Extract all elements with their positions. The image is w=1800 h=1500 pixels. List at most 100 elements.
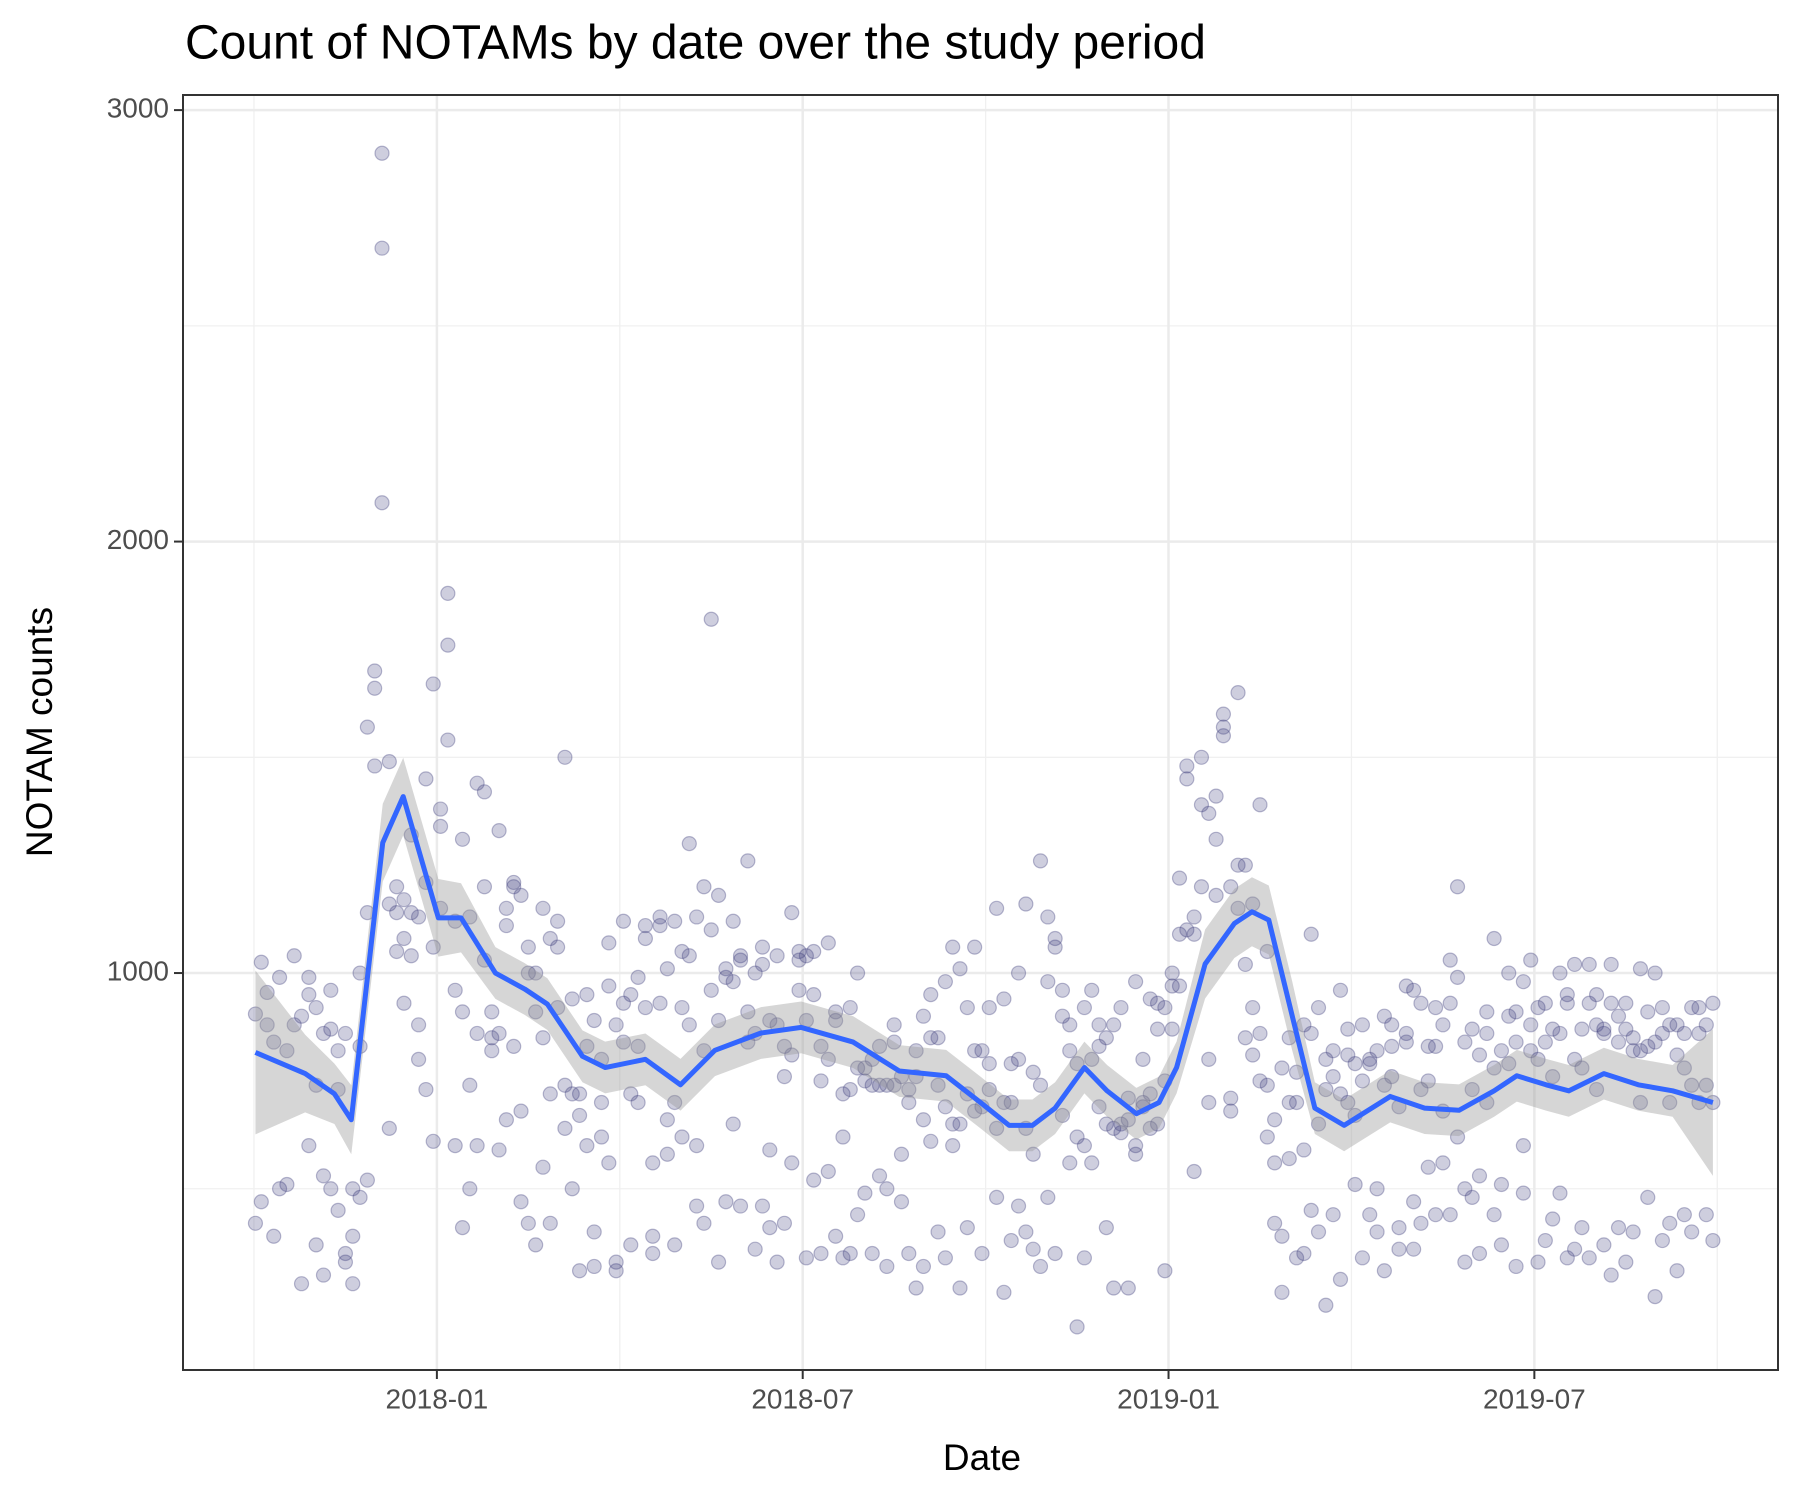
data-point [469, 1025, 485, 1042]
data-point [389, 905, 405, 921]
data-point [389, 879, 405, 895]
chart-title: Count of NOTAMs by date over the study p… [185, 17, 1206, 70]
data-point [901, 1245, 917, 1262]
data-point [1069, 1319, 1085, 1335]
data-point [1647, 1034, 1663, 1050]
data-point [988, 1120, 1005, 1136]
data-point [396, 995, 412, 1011]
data-point [247, 1215, 264, 1231]
data-point [608, 1263, 624, 1279]
data-point [498, 900, 514, 916]
data-point [615, 913, 632, 929]
data-point [454, 831, 471, 847]
data-point [1654, 1232, 1670, 1249]
data-point [1091, 1038, 1107, 1054]
data-point [1193, 797, 1210, 813]
data-point [266, 1228, 282, 1244]
data-point [915, 1008, 932, 1024]
data-point [1384, 1038, 1400, 1054]
data-point [1501, 965, 1517, 981]
data-point [710, 1012, 727, 1029]
data-point [345, 1228, 361, 1244]
data-point [1640, 1004, 1656, 1020]
data-point [579, 987, 595, 1003]
data-point [879, 1077, 895, 1093]
data-point [732, 1198, 749, 1214]
data-point [381, 896, 397, 912]
data-point [1362, 1051, 1378, 1067]
data-point [1186, 1163, 1202, 1180]
data-point [550, 913, 566, 929]
data-point [1332, 1086, 1349, 1102]
data-point [996, 1094, 1012, 1111]
data-point [1347, 1056, 1363, 1072]
data-point [1223, 1090, 1239, 1106]
data-point [403, 905, 419, 921]
data-point [674, 999, 690, 1016]
data-point [791, 943, 807, 960]
data-point [806, 987, 822, 1003]
data-point [1574, 1220, 1590, 1236]
data-point [528, 1237, 544, 1253]
data-point [323, 1021, 339, 1037]
data-point [1420, 1159, 1436, 1175]
data-point [1610, 1220, 1627, 1236]
data-point [1128, 1138, 1144, 1154]
data-point [1142, 991, 1158, 1007]
data-point [1296, 1142, 1312, 1158]
data-point [784, 905, 800, 921]
data-point [1208, 887, 1224, 903]
data-point [1215, 728, 1232, 744]
data-point [1676, 1025, 1692, 1042]
data-point [857, 1073, 873, 1089]
data-point [1230, 900, 1246, 916]
data-point [710, 887, 727, 903]
data-point [1149, 995, 1166, 1011]
data-point [484, 1004, 500, 1020]
data-point [1486, 1060, 1502, 1076]
data-point [842, 1081, 858, 1098]
data-point [330, 1043, 346, 1059]
data-point [528, 1004, 544, 1020]
data-point [476, 879, 493, 895]
data-point [293, 1276, 310, 1292]
data-point [367, 680, 383, 696]
data-point [959, 999, 975, 1016]
data-point [1603, 956, 1619, 973]
data-point [930, 1030, 946, 1046]
data-point [1025, 1241, 1041, 1257]
data-point [1442, 995, 1458, 1011]
data-point [440, 732, 456, 748]
data-point [396, 930, 412, 947]
data-point [1018, 1224, 1034, 1240]
data-point [542, 1215, 558, 1231]
data-point [1559, 1250, 1575, 1266]
data-point [1479, 1025, 1495, 1042]
data-point [1149, 1021, 1166, 1037]
data-point [747, 965, 763, 981]
data-point [1047, 930, 1063, 947]
data-point [1310, 999, 1327, 1016]
data-point [623, 1237, 639, 1253]
data-point [1332, 1271, 1349, 1287]
data-point [1113, 1116, 1129, 1132]
data-point [1098, 1030, 1114, 1046]
data-point [1340, 1094, 1356, 1111]
data-point [703, 922, 719, 938]
data-point [1523, 952, 1539, 968]
data-point [1398, 978, 1414, 994]
data-point [849, 1207, 866, 1223]
data-point [1281, 1150, 1297, 1167]
data-point [593, 1129, 610, 1145]
data-point [1508, 1034, 1524, 1050]
data-point [981, 1056, 997, 1072]
data-point [1618, 1254, 1634, 1270]
data-point [1091, 1017, 1107, 1033]
data-point [454, 1004, 471, 1020]
data-point [381, 1120, 397, 1136]
data-point [1179, 771, 1195, 787]
data-point [279, 1176, 295, 1193]
data-point [667, 1237, 683, 1253]
data-point [930, 1224, 946, 1240]
data-point [1062, 1155, 1078, 1171]
